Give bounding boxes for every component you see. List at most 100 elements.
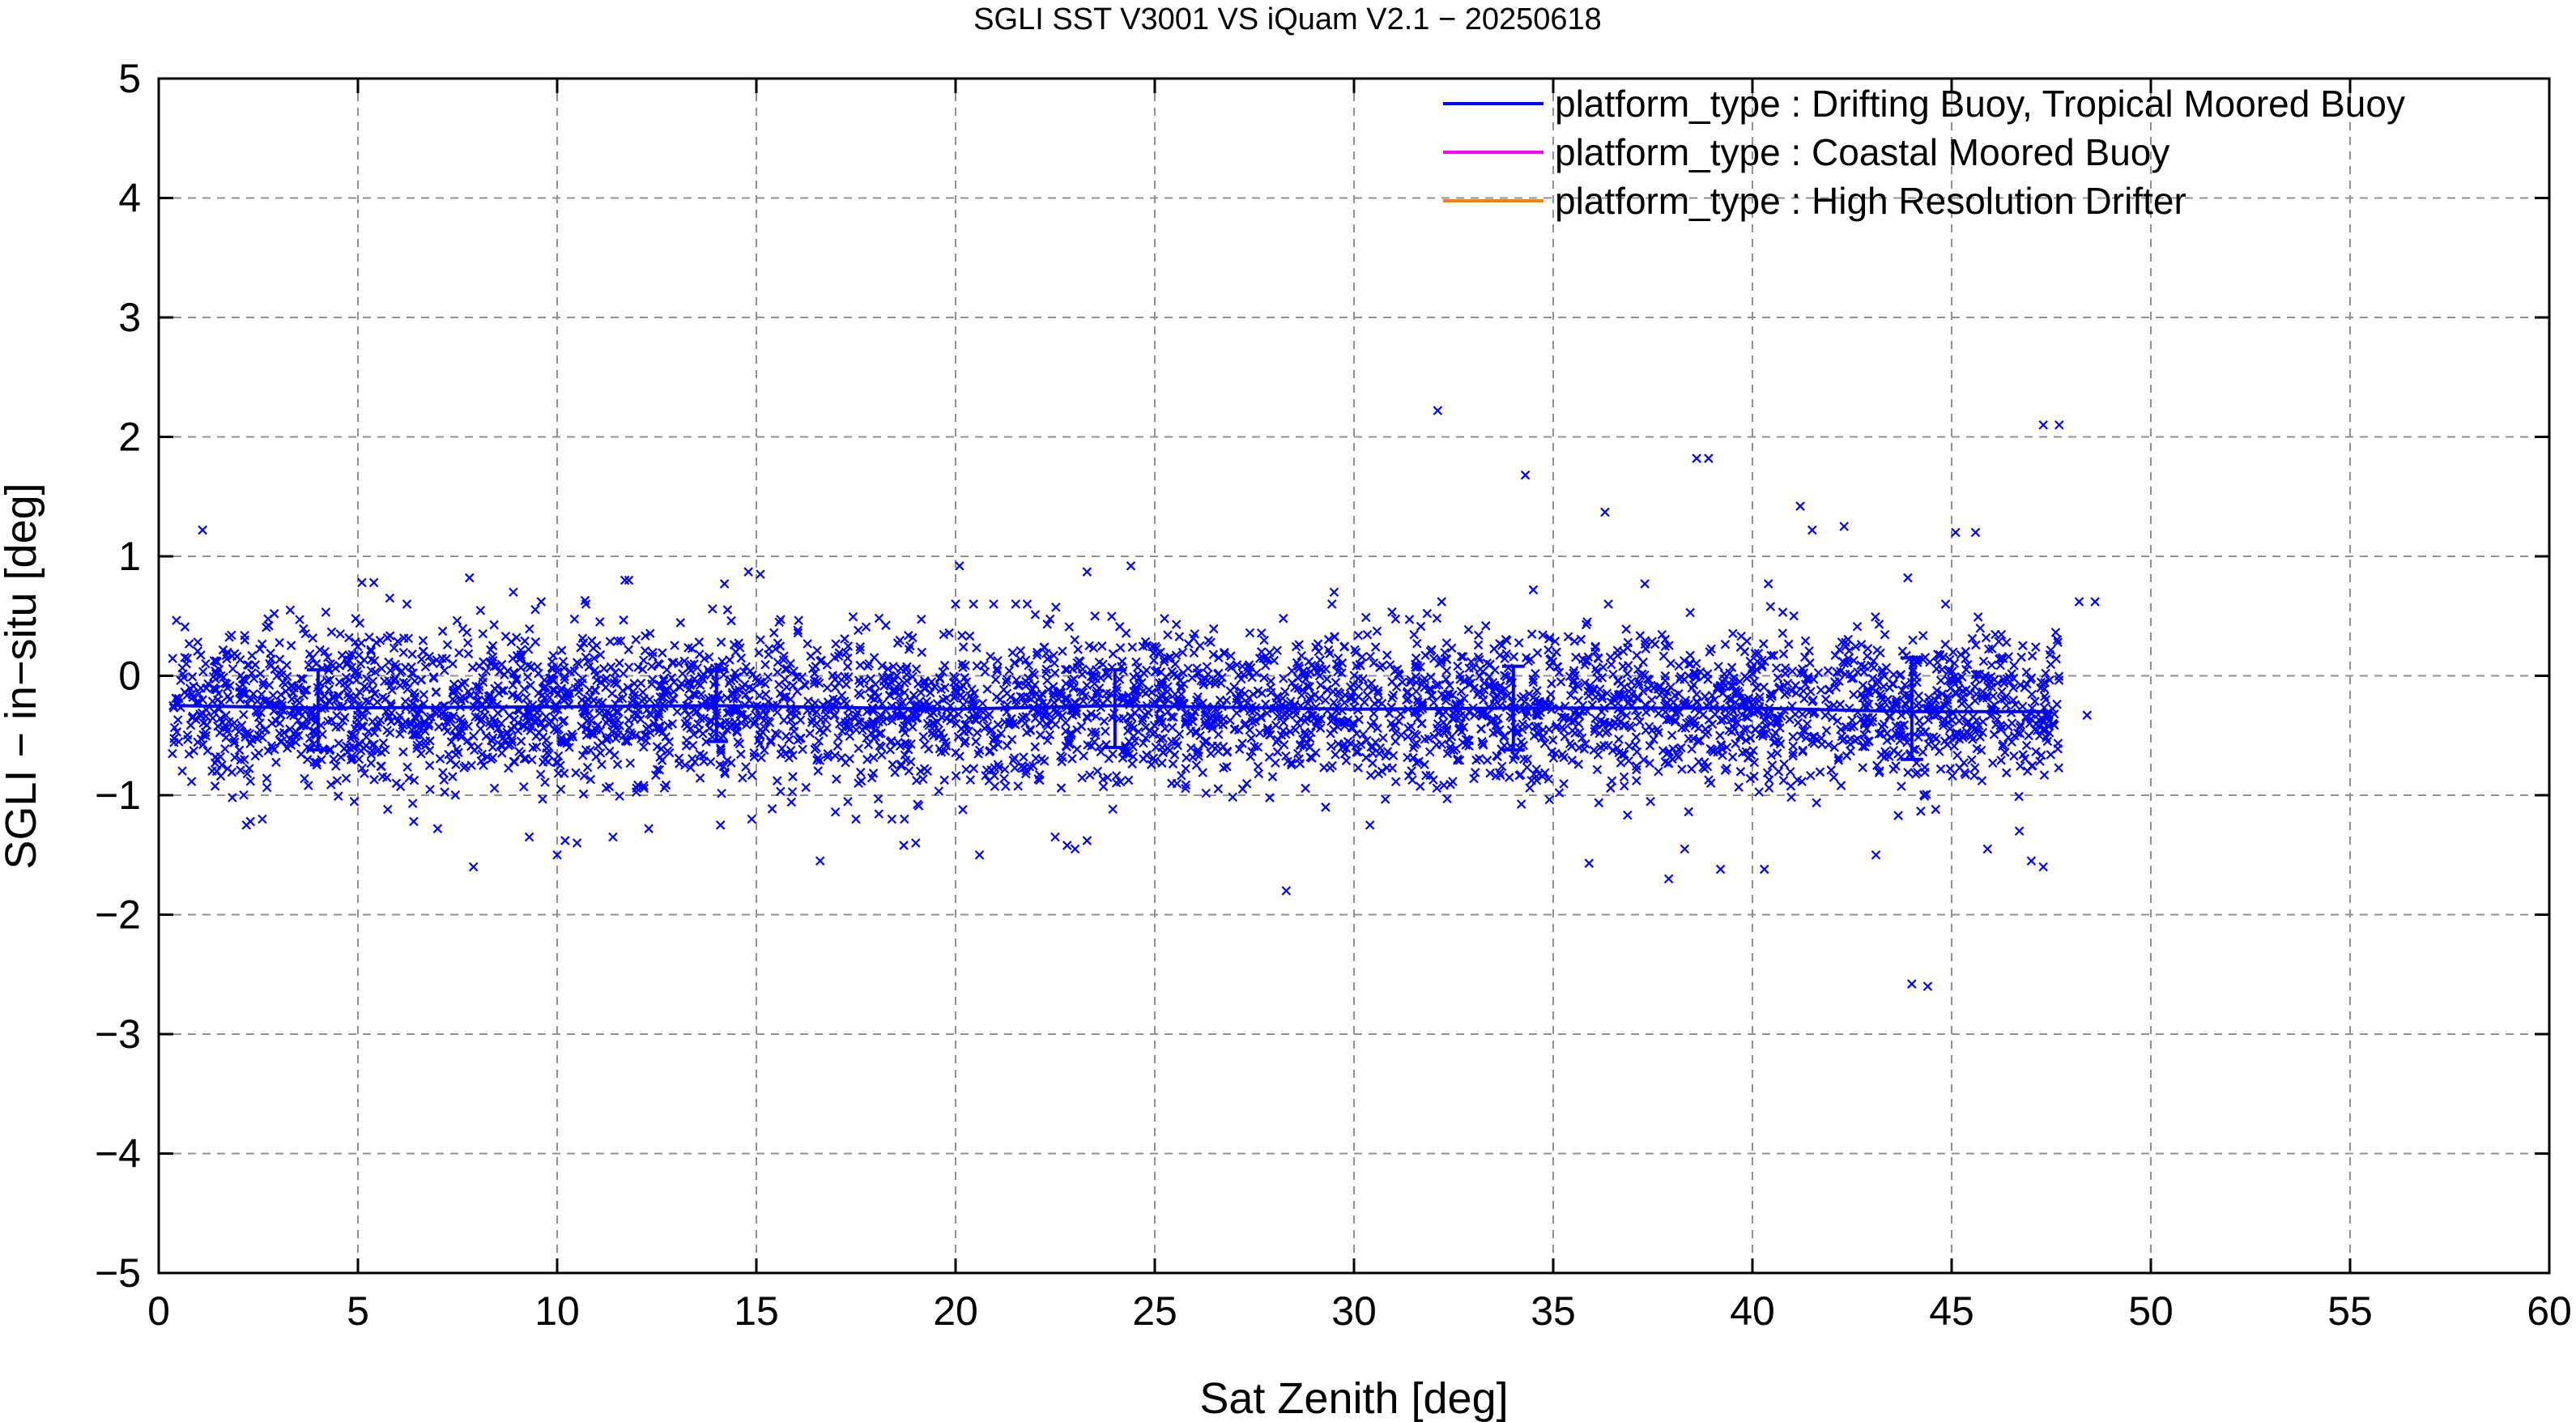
scatter-point — [249, 674, 259, 683]
scatter-point — [1662, 715, 1671, 725]
scatter-point — [922, 766, 932, 776]
scatter-point — [404, 773, 414, 783]
scatter-point — [467, 662, 478, 673]
scatter-point — [535, 769, 546, 780]
scatter-point — [885, 745, 896, 755]
scatter-point — [1076, 722, 1087, 731]
scatter-point — [321, 607, 331, 617]
scatter-point — [312, 757, 321, 768]
scatter-point — [1207, 721, 1217, 730]
scatter-point — [1390, 728, 1400, 738]
scatter-point — [2054, 671, 2064, 681]
scatter-point — [1702, 727, 1713, 737]
scatter-point — [180, 622, 190, 632]
scatter-point — [2052, 635, 2063, 645]
scatter-point — [349, 797, 360, 807]
scatter-point — [1918, 747, 1928, 757]
scatter-point — [1091, 711, 1101, 722]
scatter-point — [773, 667, 782, 677]
scatter-point — [623, 736, 633, 747]
scatter-point — [986, 651, 995, 662]
scatter-point — [341, 773, 351, 783]
scatter-point — [787, 787, 798, 797]
scatter-point — [1918, 631, 1928, 641]
scatter-point — [1574, 711, 1585, 721]
scatter-point — [382, 804, 393, 815]
scatter-point — [1043, 684, 1054, 695]
scatter-point — [1181, 783, 1190, 794]
scatter-point — [1195, 641, 1205, 651]
scatter-point — [1098, 774, 1108, 785]
scatter-point — [1538, 630, 1548, 640]
y-tick-label: −2 — [95, 892, 141, 938]
scatter-point — [353, 670, 364, 679]
scatter-point — [1469, 710, 1480, 721]
scatter-point — [1546, 689, 1556, 700]
scatter-point — [468, 731, 479, 741]
x-tick-label: 55 — [2327, 1288, 2373, 1334]
scatter-point — [794, 615, 803, 625]
scatter-point — [695, 773, 705, 783]
scatter-point — [1395, 709, 1406, 719]
scatter-point — [2007, 718, 2017, 728]
scatter-point — [1321, 803, 1331, 812]
x-axis-label: Sat Zenith [deg] — [1199, 1374, 1508, 1422]
scatter-point — [760, 659, 770, 670]
scatter-point — [1245, 725, 1255, 735]
scatter-point — [972, 727, 982, 738]
scatter-point — [953, 709, 964, 720]
scatter-point — [812, 755, 822, 765]
scatter-point — [1453, 661, 1463, 671]
scatter-points — [168, 406, 2100, 991]
scatter-point — [1198, 768, 1208, 777]
scatter-point — [670, 641, 679, 650]
scatter-point — [1660, 634, 1671, 645]
scatter-point — [969, 599, 978, 609]
scatter-point — [1539, 739, 1550, 748]
scatter-point — [830, 709, 840, 720]
scatter-point — [793, 625, 803, 636]
scatter-point — [1836, 781, 1846, 790]
scatter-point — [1463, 624, 1474, 635]
scatter-point — [936, 684, 947, 694]
scatter-point — [1177, 647, 1188, 658]
scatter-point — [1045, 730, 1055, 740]
scatter-point — [229, 734, 239, 744]
scatter-point — [1237, 784, 1248, 794]
scatter-point — [418, 636, 428, 645]
scatter-point — [391, 662, 402, 673]
scatter-point — [1935, 764, 1946, 774]
scatter-point — [722, 756, 732, 765]
scatter-point — [525, 624, 534, 634]
scatter-point — [990, 675, 1001, 685]
scatter-point — [230, 752, 240, 763]
x-tick-label: 40 — [1730, 1288, 1775, 1334]
scatter-point — [1580, 678, 1590, 688]
scatter-point — [1021, 712, 1031, 722]
scatter-point — [1248, 689, 1258, 700]
scatter-point — [654, 712, 664, 722]
scatter-point — [1279, 674, 1288, 683]
scatter-point — [883, 664, 893, 674]
scatter-point — [1191, 760, 1202, 770]
scatter-point — [967, 684, 977, 694]
scatter-point — [1279, 687, 1290, 696]
scatter-point — [615, 791, 624, 801]
y-tick-label: 5 — [118, 56, 141, 101]
scatter-point — [308, 633, 318, 643]
scatter-point — [1408, 743, 1419, 753]
scatter-point — [848, 611, 858, 622]
x-tick-label: 5 — [347, 1288, 369, 1334]
scatter-point — [409, 775, 419, 786]
scatter-point — [823, 752, 832, 762]
scatter-point — [843, 641, 854, 651]
scatter-point — [1254, 768, 1264, 779]
scatter-point — [1522, 762, 1532, 773]
scatter-point — [1127, 759, 1137, 768]
scatter-point — [1545, 632, 1555, 643]
scatter-point — [440, 787, 449, 797]
scatter-point — [1667, 730, 1677, 740]
scatter-point — [513, 694, 523, 704]
scatter-point — [2041, 668, 2050, 679]
